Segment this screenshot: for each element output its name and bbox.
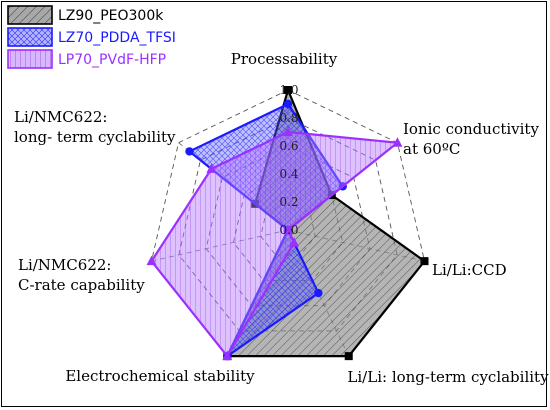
legend-entry: LZ70_PDDA_TFSI [7,27,176,47]
legend-label: LZ70_PDDA_TFSI [58,30,176,46]
data-point [283,99,293,109]
data-point [289,237,300,247]
tick-label: 0.2 [279,195,298,209]
series-2 [146,126,403,361]
legend-label: LP70_PVdF-HFP [58,52,166,68]
radar-series [146,86,429,361]
axis-label: Li/NMC622: C-rate capability [18,256,145,294]
legend-swatch [7,27,53,47]
legend-swatch [7,49,53,69]
legend-entry: LP70_PVdF-HFP [7,49,166,69]
data-point [284,86,292,94]
axis-label: Processability [231,50,338,68]
data-point [146,255,157,266]
axis-labels: Processability Ionic conductivity at 60ºC L… [14,50,549,386]
data-point [314,288,323,298]
data-point [283,224,293,234]
data-point [222,350,233,361]
tick-label: 0.4 [279,167,298,181]
legend-label: LZ90_PEO300k [58,8,164,24]
axis-label: Ionic conductivity at 60ºC [403,120,539,158]
axis-label: Li/Li:CCD [432,261,507,279]
tick-label: 1.0 [279,83,298,97]
tick-label: 0.0 [279,223,298,237]
legend-entry: LZ90_PEO300k [7,5,164,25]
axis-label: Li/NMC622: long- term cyclability [14,108,176,146]
axis-label: Li/Li: long-term cyclability [347,368,549,386]
axis-label: Electrochemical stability [65,367,255,385]
data-point [185,147,194,156]
data-point [206,163,217,173]
legend: LZ90_PEO300k LZ70_PDDA_TFSI LP70_PVdF-HFP [7,5,176,69]
data-point [283,126,293,136]
data-point [392,137,403,147]
tick-label: 0.6 [279,139,298,153]
radial-ticks: 0.0 0.2 0.4 0.6 0.8 1.0 [279,83,298,237]
data-point [344,352,353,361]
series-area [150,130,401,359]
data-point [420,257,429,266]
legend-swatch [7,5,53,25]
tick-label: 0.8 [279,111,298,125]
